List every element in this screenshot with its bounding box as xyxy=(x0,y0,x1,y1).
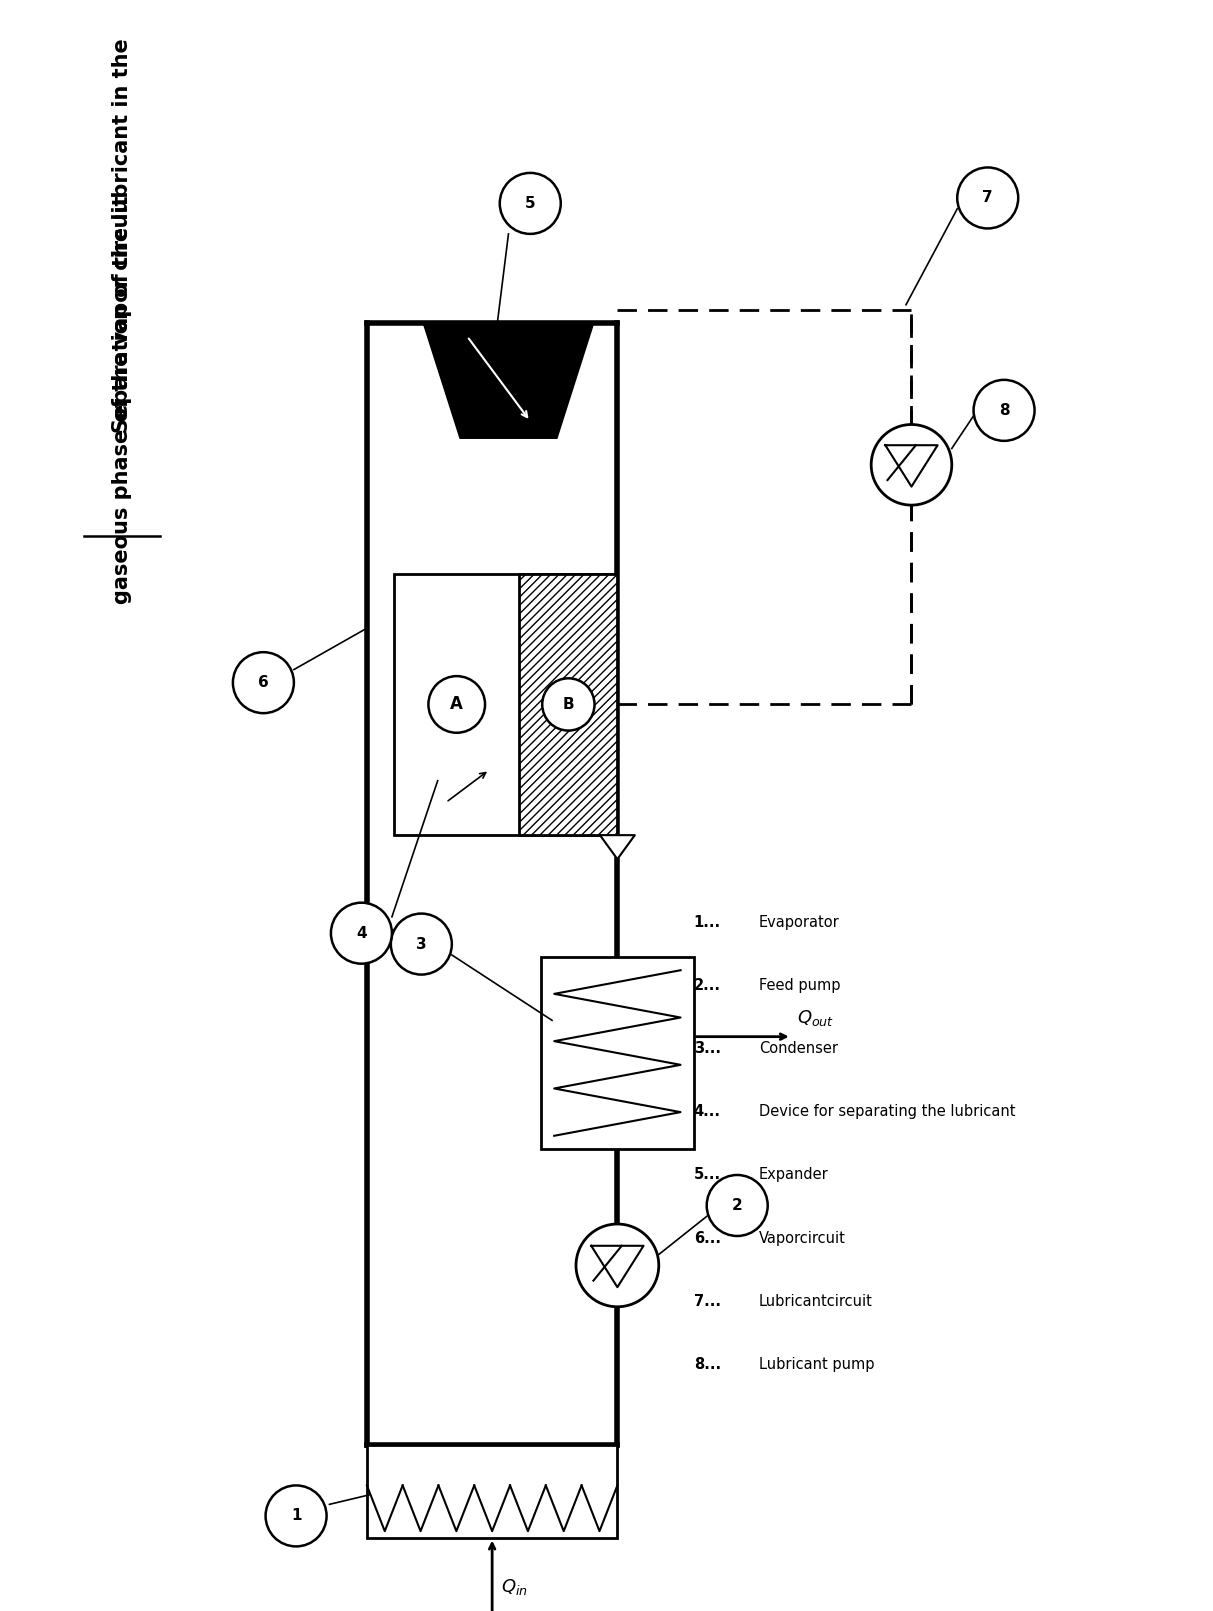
Text: 7...: 7... xyxy=(694,1294,721,1308)
Circle shape xyxy=(957,168,1018,229)
Bar xyxy=(541,957,694,1149)
Text: 2: 2 xyxy=(731,1199,742,1213)
Text: 4: 4 xyxy=(357,926,366,941)
Polygon shape xyxy=(600,834,634,859)
Text: 6...: 6... xyxy=(694,1231,721,1245)
Circle shape xyxy=(391,913,451,975)
Text: 6: 6 xyxy=(258,675,269,690)
Text: Separation of the lubricant in the: Separation of the lubricant in the xyxy=(112,39,132,433)
Text: 2...: 2... xyxy=(694,978,721,992)
Circle shape xyxy=(428,677,485,733)
Circle shape xyxy=(974,380,1035,441)
Text: 4...: 4... xyxy=(694,1104,721,1120)
Circle shape xyxy=(233,652,294,714)
Text: 5: 5 xyxy=(525,197,536,211)
Text: $Q_{out}$: $Q_{out}$ xyxy=(797,1008,835,1028)
Text: 7: 7 xyxy=(983,190,993,206)
Text: Expander: Expander xyxy=(759,1168,828,1182)
Text: Lubricantcircuit: Lubricantcircuit xyxy=(759,1294,873,1308)
Text: Evaporator: Evaporator xyxy=(759,915,839,930)
Circle shape xyxy=(266,1485,326,1547)
Text: 1...: 1... xyxy=(694,915,721,930)
Text: Feed pump: Feed pump xyxy=(759,978,841,992)
Circle shape xyxy=(871,425,952,506)
Circle shape xyxy=(331,902,392,963)
Circle shape xyxy=(707,1174,768,1236)
Text: Vaporcircuit: Vaporcircuit xyxy=(759,1231,845,1245)
Text: B: B xyxy=(563,698,574,712)
Text: $Q_{in}$: $Q_{in}$ xyxy=(501,1577,528,1597)
Polygon shape xyxy=(425,324,593,438)
Bar xyxy=(366,1445,617,1537)
Text: 3...: 3... xyxy=(694,1041,721,1057)
Text: 8: 8 xyxy=(998,403,1009,417)
Bar xyxy=(519,574,617,834)
Circle shape xyxy=(500,172,560,234)
Text: gaseous phase of the vapor circuit: gaseous phase of the vapor circuit xyxy=(112,195,132,604)
Text: 3: 3 xyxy=(416,936,427,952)
Text: Condenser: Condenser xyxy=(759,1041,838,1057)
Text: A: A xyxy=(450,696,463,714)
Text: 5...: 5... xyxy=(694,1168,721,1182)
Text: Lubricant pump: Lubricant pump xyxy=(759,1356,875,1373)
Text: 1: 1 xyxy=(291,1508,301,1524)
Circle shape xyxy=(576,1224,659,1307)
Circle shape xyxy=(542,678,594,730)
Text: Device for separating the lubricant: Device for separating the lubricant xyxy=(759,1104,1015,1120)
Bar xyxy=(394,574,617,834)
Text: 8...: 8... xyxy=(694,1356,721,1373)
